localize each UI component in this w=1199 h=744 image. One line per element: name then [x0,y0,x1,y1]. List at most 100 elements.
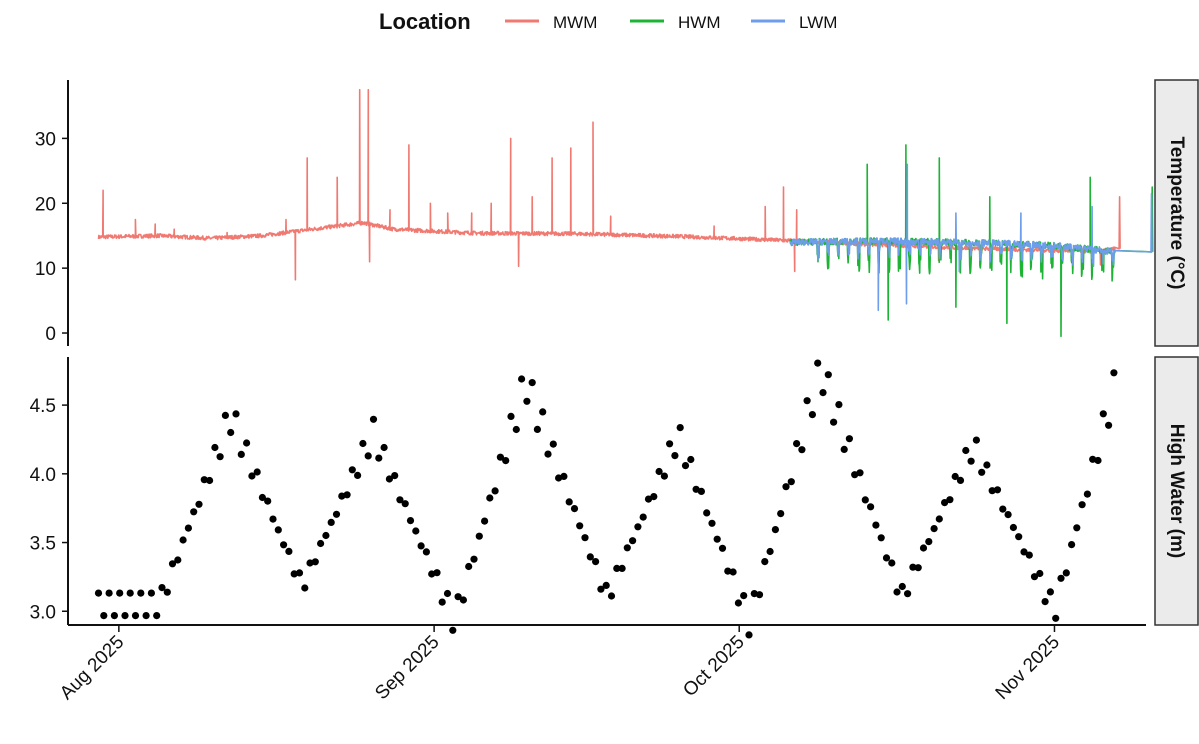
temperature-strip [1154,79,1199,347]
high-water-point [417,542,425,550]
high-water-point [962,446,970,455]
high-water-point [877,534,885,542]
high-water-point [565,498,573,506]
high-water-point [317,539,325,548]
high-water-point [793,440,801,448]
temperature-y-tick-label: 0 [45,324,56,345]
high-water-point [327,518,335,527]
high-water-point [909,563,917,571]
high-water-point [867,503,875,511]
high-water-point [718,544,727,552]
high-water-point [914,564,922,572]
high-water-y-tick-label: 3.0 [30,602,56,623]
high-water-point [507,412,515,420]
high-water-point [100,612,108,620]
high-water-point [1057,574,1065,582]
high-water-point [343,491,351,499]
high-water-point [993,486,1002,494]
high-water-point [771,526,780,534]
high-water-point [354,471,362,479]
high-water-point [174,556,182,564]
high-water-point [1083,490,1091,498]
high-water-point [491,487,499,495]
high-water-point [496,453,504,461]
high-water-point [126,589,134,597]
temperature-y-tick-label: 30 [35,129,56,150]
high-water-point [301,584,309,592]
high-water-point [258,493,266,502]
x-tick-label: Sep 2025 [371,632,443,704]
high-water-point [592,558,600,566]
high-water-point [243,439,251,447]
x-tick-label: Aug 2025 [56,632,128,704]
high-water-point [163,588,171,596]
high-water-point [147,589,155,597]
high-water-point [845,435,854,443]
high-water-point [348,466,356,474]
high-water-point [586,553,594,561]
high-water-point [978,468,986,476]
high-water-point [634,523,642,531]
high-water-point [221,411,229,419]
high-water-point [295,569,304,577]
high-water-point [1110,369,1118,377]
high-water-y-tick-label: 4.0 [30,465,56,486]
high-water-point [597,585,605,593]
high-water-point [1062,569,1070,577]
high-water-point [1099,410,1107,418]
high-water-point [999,505,1007,513]
high-water-point [697,487,706,495]
high-water-point [835,401,843,409]
high-water-point [475,532,483,540]
high-water-point [1073,524,1081,532]
high-water-point [380,443,388,452]
high-water-point [216,453,224,461]
high-water-point [856,469,864,477]
high-water-point [359,439,367,448]
high-water-point [824,371,832,379]
high-water-point [396,496,404,504]
series-line-lwm [789,163,1153,312]
high-water-point [808,411,817,419]
high-water-point [1015,533,1023,541]
high-water-point [470,555,478,563]
high-water-point [401,500,409,508]
high-water-point [1036,569,1044,578]
high-water-point [285,547,293,556]
high-water-point [369,415,378,423]
high-water-point [433,569,441,577]
high-water-point [200,476,208,484]
high-water-point [502,457,510,465]
high-water-point [1105,421,1113,429]
high-water-point [703,509,711,517]
legend-label-mwm: MWM [553,13,597,32]
high-water-point [539,408,547,416]
high-water-point [449,626,457,634]
high-water-point [248,472,256,480]
high-water-point [121,612,129,620]
high-water-point [142,612,150,620]
high-water-point [211,443,219,452]
high-water-point [1046,588,1054,596]
high-water-point [660,472,669,480]
high-water-point [581,534,589,542]
high-water-point [676,424,684,432]
high-water-point [951,472,959,481]
high-water-point [988,487,996,495]
high-water-point [666,440,674,448]
high-water-point [935,515,943,523]
high-water-point [311,558,319,566]
high-water-point [734,599,743,607]
high-water-point [528,379,536,387]
high-water-point [639,513,647,521]
high-water-point [898,582,906,591]
high-water-point [782,483,790,491]
high-water-point [1078,501,1086,509]
high-water-point [755,591,764,599]
high-water-point [438,598,446,606]
temperature-y-tick-label: 20 [35,194,56,215]
temperature-panel: 0 10 20 30 Temperature (°C) [35,79,1199,347]
high-water-point [518,375,526,383]
high-water-point [888,559,896,567]
high-water-point [930,525,938,533]
